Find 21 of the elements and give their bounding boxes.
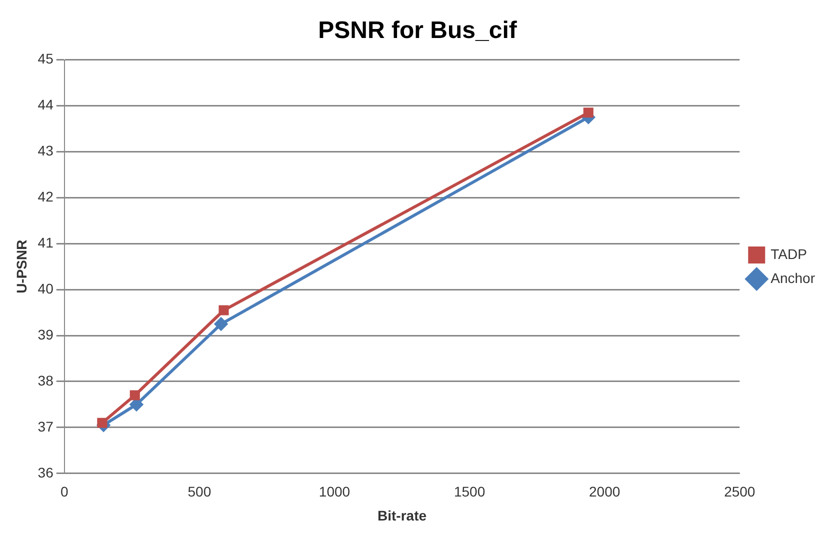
y-tick-label: 36 [38, 464, 54, 480]
x-tick-label: 500 [188, 484, 212, 500]
y-tick-label: 40 [38, 280, 54, 296]
legend-label: TADP [770, 246, 807, 262]
chart-title: PSNR for Bus_cif [318, 17, 518, 44]
y-tick-label: 39 [38, 326, 54, 342]
legend-label: Anchor [770, 270, 816, 286]
y-tick-label: 38 [38, 372, 54, 388]
x-tick-label: 1500 [454, 484, 486, 500]
y-tick-label: 41 [38, 234, 54, 250]
x-tick-label: 2500 [724, 484, 756, 500]
y-tick-label: 43 [38, 142, 54, 159]
x-tick-label: 1000 [318, 484, 350, 500]
y-tick-label: 42 [38, 188, 54, 205]
x-tick-label: 0 [60, 484, 68, 500]
y-tick-label: 44 [38, 96, 54, 113]
y-tick-label: 37 [38, 418, 54, 434]
x-axis-title: Bit-rate [378, 507, 427, 524]
x-tick-label: 2000 [589, 484, 620, 500]
y-tick-label: 45 [38, 50, 54, 67]
y-axis-title: U-PSNR [13, 240, 30, 294]
